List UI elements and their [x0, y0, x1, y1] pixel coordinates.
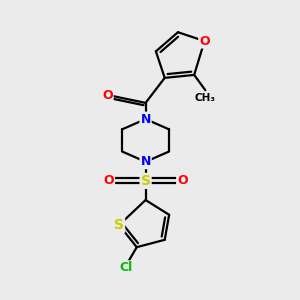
Text: O: O: [102, 89, 112, 102]
Text: O: O: [177, 174, 188, 188]
Text: N: N: [140, 112, 151, 126]
Text: S: S: [114, 218, 124, 232]
Text: CH₃: CH₃: [195, 93, 216, 103]
Text: Cl: Cl: [120, 261, 133, 274]
Text: S: S: [141, 174, 151, 188]
Text: O: O: [103, 174, 114, 188]
Text: N: N: [140, 155, 151, 168]
Text: O: O: [199, 34, 210, 48]
